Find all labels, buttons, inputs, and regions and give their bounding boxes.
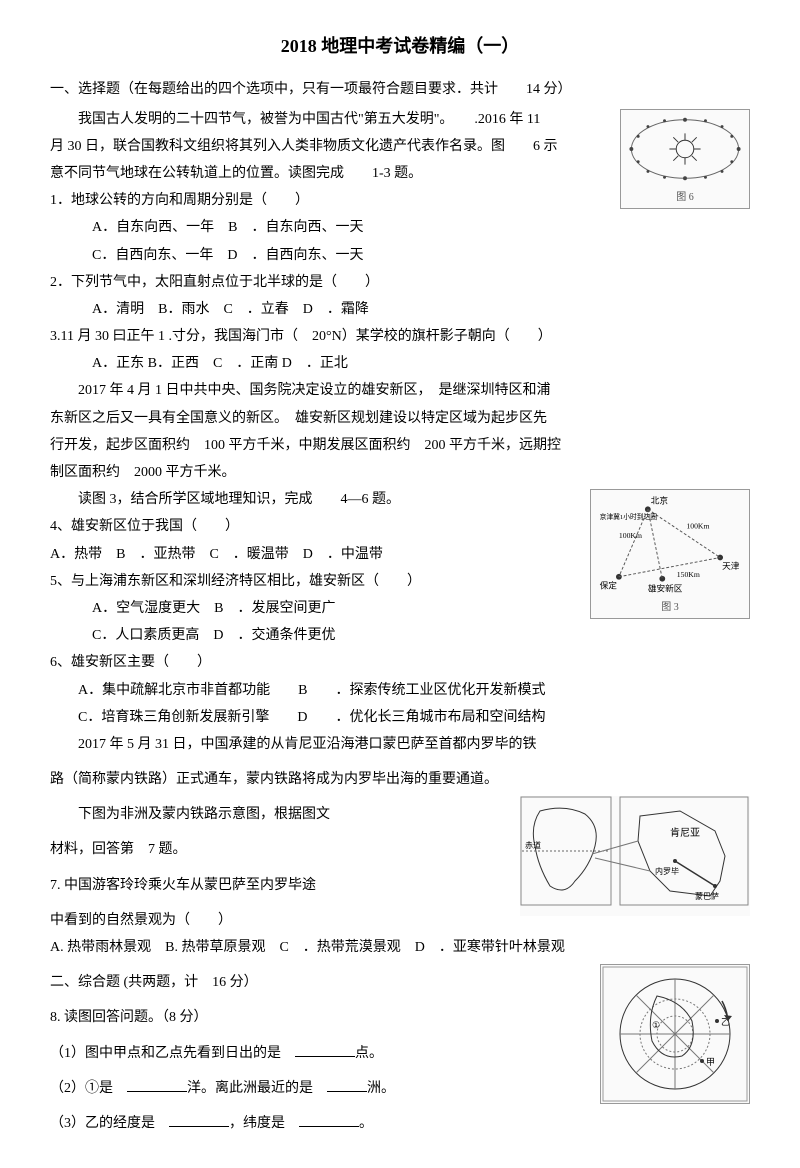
svg-text:保定: 保定: [600, 580, 618, 591]
svg-text:①: ①: [652, 1020, 660, 1030]
svg-text:肯尼亚: 肯尼亚: [670, 826, 700, 839]
figure-6-label: 图 6: [676, 188, 694, 208]
question-6: 6、雄安新区主要（ ）: [50, 650, 750, 675]
question-5-options: C．人口素质更高 D ．交通条件更优: [92, 623, 750, 648]
fill-blank[interactable]: [127, 1078, 187, 1092]
question-1-options: C．自西向东、一年 D ．自西向东、一天: [92, 243, 750, 268]
fill-blank[interactable]: [169, 1113, 229, 1127]
figure-6: 图 6: [620, 109, 750, 209]
question-8-3: （3）乙的经度是 ，纬度是 。: [50, 1111, 750, 1136]
svg-text:京津冀1小时到达圈: 京津冀1小时到达圈: [600, 512, 658, 521]
intro-text: 制区面积约 2000 平方千米。: [50, 460, 750, 485]
question-2: 2．下列节气中，太阳直射点位于北半球的是（ ）: [50, 270, 750, 295]
page-title: 2018 地理中考试卷精编（一）: [50, 30, 750, 62]
svg-text:内罗毕: 内罗毕: [655, 866, 679, 876]
figure-kenya: 赤道 肯尼亚 内罗毕 蒙巴萨: [520, 796, 750, 916]
question-6-options: A．集中疏解北京市非首都功能 B ．探索传统工业区优化开发新模式: [78, 678, 750, 703]
question-2-options: A．清明 B．雨水 C ．立春 D ．霜降: [92, 297, 750, 322]
svg-text:100Km: 100Km: [686, 522, 709, 531]
intro-text: 东新区之后又一具有全国意义的新区。 雄安新区规划建设以特定区域为起步区先: [50, 406, 750, 431]
intro-text: 路（简称蒙内铁路）正式通车，蒙内铁路将成为内罗毕出海的重要通道。: [50, 767, 750, 792]
question-1-options: A．自东向西、一年 B ．自东向西、一天: [92, 215, 750, 240]
fill-blank[interactable]: [299, 1113, 359, 1127]
question-3: 3.11 月 30 曰正午 1 .寸分，我国海门市（ 20°N）某学校的旗杆影子…: [50, 324, 750, 349]
question-6-options: C．培育珠三角创新发展新引擎 D ．优化长三角城市布局和空间结构: [78, 705, 750, 730]
svg-text:天津: 天津: [722, 561, 740, 571]
svg-text:北京: 北京: [651, 495, 669, 506]
question-7-options: A. 热带雨林景观 B. 热带草原景观 C ．热带荒漠景观 D ．亚寒带针叶林景…: [50, 935, 750, 960]
figure-3-label: 图 3: [661, 598, 679, 618]
intro-text: 2017 年 5 月 31 日，中国承建的从肯尼亚沿海港口蒙巴萨至首都内罗毕的铁: [50, 732, 750, 757]
svg-text:100Km: 100Km: [619, 531, 642, 540]
svg-text:雄安新区: 雄安新区: [648, 582, 683, 593]
fill-blank[interactable]: [327, 1078, 367, 1092]
svg-text:赤道: 赤道: [525, 840, 541, 850]
intro-text: 行开发，起步区面积约 100 平方千米，中期发展区面积约 200 平方千米，远期…: [50, 433, 750, 458]
svg-text:150Km: 150Km: [677, 570, 700, 579]
svg-text:蒙巴萨: 蒙巴萨: [695, 891, 719, 901]
figure-globe: ① 甲 乙: [600, 964, 750, 1104]
svg-text:甲: 甲: [706, 1057, 715, 1067]
section1-header: 一、选择题（在每题给出的四个选项中，只有一项最符合题目要求．共计 14 分）: [50, 77, 750, 102]
intro-text: 2017 年 4 月 1 日中共中央、国务院决定设立的雄安新区， 是继深圳特区和…: [50, 378, 750, 403]
question-3-options: A．正东 B．正西 C ．正南 D ．正北: [92, 351, 750, 376]
fill-blank[interactable]: [295, 1043, 355, 1057]
figure-3: 北京 天津 保定 雄安新区 100Km 100Km 150Km 京津冀1小时到达…: [590, 489, 750, 619]
